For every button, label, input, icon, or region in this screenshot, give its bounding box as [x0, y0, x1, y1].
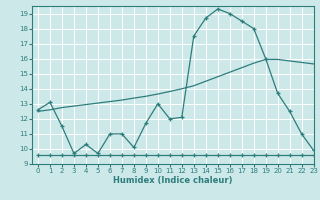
X-axis label: Humidex (Indice chaleur): Humidex (Indice chaleur): [113, 176, 233, 185]
